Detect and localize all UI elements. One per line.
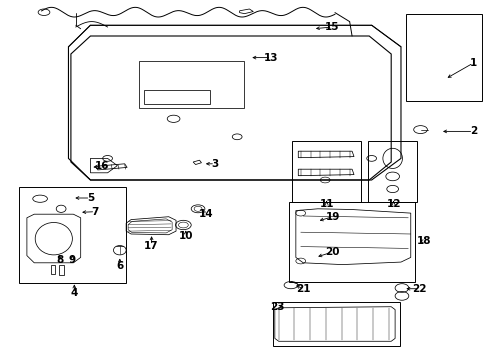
Text: 14: 14 [199,209,213,219]
Bar [288,202,414,282]
Text: 4: 4 [70,288,78,298]
Bar [292,141,360,202]
Text: 13: 13 [264,53,278,63]
Text: 23: 23 [270,302,285,312]
Text: 2: 2 [469,126,476,136]
Text: 20: 20 [325,247,339,257]
Text: 12: 12 [386,199,400,210]
Bar [272,302,399,346]
Text: 7: 7 [91,207,99,217]
Text: 17: 17 [144,240,159,251]
Text: 6: 6 [116,261,123,271]
Text: 15: 15 [325,22,339,32]
Text: 21: 21 [295,284,310,294]
Bar [405,14,481,101]
Text: 18: 18 [416,236,431,246]
Bar [19,187,126,283]
Text: 19: 19 [325,212,339,222]
Text: 3: 3 [211,159,218,169]
Text: 5: 5 [87,193,94,203]
Text: 8: 8 [56,255,63,265]
Text: 9: 9 [69,255,76,265]
Text: 10: 10 [178,231,193,241]
Text: 11: 11 [319,199,333,210]
Text: 1: 1 [469,58,476,68]
Bar [367,141,416,202]
Text: 22: 22 [411,284,426,294]
Text: 16: 16 [94,161,109,171]
